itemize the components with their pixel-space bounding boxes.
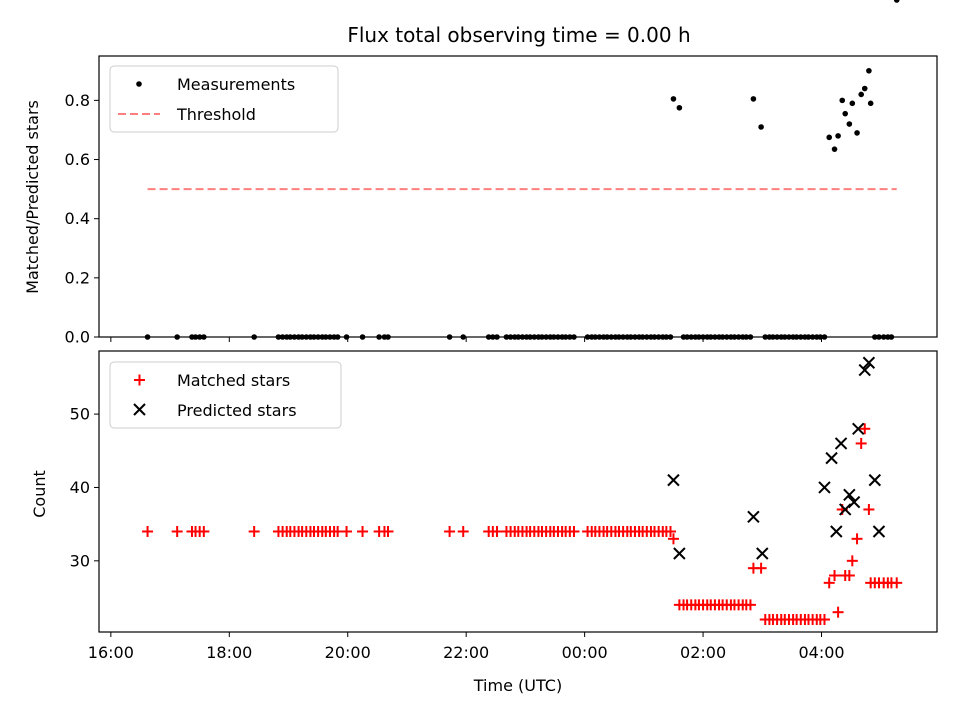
matched-point <box>357 525 369 537</box>
top-panel: Matched/Predicted stars 0.00.20.40.60.8 … <box>23 0 938 347</box>
measurement-point <box>750 96 757 102</box>
chart-title: Flux total observing time = 0.00 h <box>347 23 690 47</box>
matched-point <box>832 606 844 618</box>
predicted-point <box>673 547 686 560</box>
predicted-point <box>838 503 852 516</box>
bottom-xtick-label: 04:00 <box>798 643 844 662</box>
measurement-point <box>826 134 833 141</box>
bottom-xtick-label: 00:00 <box>562 643 608 662</box>
measurement-point <box>835 133 841 139</box>
measurement-point <box>893 0 900 3</box>
predicted-point <box>872 525 886 538</box>
measurement-point <box>846 121 853 127</box>
predicted-point <box>818 481 831 494</box>
predicted-point <box>847 495 861 509</box>
predicted-point <box>830 525 843 538</box>
matched-point <box>142 525 154 537</box>
matched-point <box>843 570 855 582</box>
matched-point <box>863 503 875 515</box>
measurement-point <box>866 67 872 74</box>
predicted-point <box>858 363 871 377</box>
bottom-ytick-label: 50 <box>70 405 90 424</box>
bottom-xlabel: Time (UTC) <box>473 676 562 695</box>
measurement-point <box>758 124 764 130</box>
bottom-xtick-label: 20:00 <box>325 643 371 662</box>
bottom-yticks: 30 40 50 <box>70 405 99 570</box>
matched-point <box>818 614 830 626</box>
matched-point <box>823 577 835 589</box>
bottom-xtick-label: 18:00 <box>206 643 252 662</box>
bottom-plot-frame <box>98 350 938 633</box>
predicted-point <box>862 356 876 369</box>
legend-matched-marker <box>134 374 145 386</box>
legend-predicted-label: Predicted stars <box>177 401 297 420</box>
measurement-point <box>842 110 849 117</box>
top-ytick-label: 0.6 <box>65 150 90 169</box>
predicted-point <box>756 547 769 560</box>
measurement-point <box>849 100 856 107</box>
top-ylabel: Matched/Predicted stars <box>23 100 42 294</box>
measurement-point <box>854 130 860 136</box>
measurement-point <box>861 85 868 92</box>
top-legend: Measurements Threshold <box>109 65 339 133</box>
bottom-xtick-label: 22:00 <box>443 643 489 662</box>
measurement-point <box>831 146 838 152</box>
matched-point <box>744 599 756 611</box>
matched-point <box>891 577 903 589</box>
matched-point <box>248 525 260 537</box>
bottom-legend: Matched stars Predicted stars <box>109 361 342 429</box>
predicted-point <box>825 451 838 465</box>
legend-measurement-marker <box>136 81 142 87</box>
matched-point <box>667 533 679 545</box>
matched-point <box>382 525 394 537</box>
legend-predicted-marker <box>133 403 146 416</box>
matched-point <box>664 525 676 537</box>
bottom-xtick-label: 16:00 <box>88 643 134 662</box>
top-ytick-label: 0.8 <box>65 91 90 110</box>
top-ytick-label: 0.0 <box>65 328 90 347</box>
matched-point <box>851 533 863 545</box>
top-legend-box <box>109 65 339 133</box>
bottom-panel: Count Time (UTC) 30 40 50 16:00 18:00 20:00 2… <box>30 350 938 695</box>
matched-point <box>198 525 210 537</box>
matched-point <box>341 525 353 537</box>
measurement-point <box>670 96 677 102</box>
matched-point <box>171 525 183 537</box>
matched-point <box>755 562 767 574</box>
matched-point <box>846 555 858 567</box>
legend-measurements-label: Measurements <box>177 75 295 94</box>
matched-point <box>491 525 503 537</box>
bottom-xtick-label: 02:00 <box>680 643 726 662</box>
legend-matched-label: Matched stars <box>177 371 290 390</box>
top-ytick-label: 0.4 <box>65 209 90 228</box>
matched-points <box>142 423 903 626</box>
measurement-point <box>839 97 846 104</box>
matched-point <box>859 423 871 435</box>
measurement-point <box>858 91 864 98</box>
bottom-legend-box <box>109 361 342 429</box>
matched-point <box>829 570 841 582</box>
predicted-point <box>852 422 865 435</box>
measurement-point <box>676 104 683 111</box>
predicted-point <box>667 473 680 487</box>
predicted-point <box>868 473 882 487</box>
top-ytick-label: 0.2 <box>65 268 90 287</box>
predicted-points <box>667 356 886 560</box>
bottom-ylabel: Count <box>30 470 49 518</box>
predicted-point <box>834 437 848 450</box>
matched-point <box>568 525 580 537</box>
matched-point <box>457 525 469 537</box>
measurement-point <box>867 100 874 107</box>
bottom-xticks: 16:00 18:00 20:00 22:00 00:00 02:00 04:00 <box>88 632 845 662</box>
bottom-ytick-label: 30 <box>70 551 90 570</box>
predicted-point <box>747 510 760 524</box>
top-yticks: 0.0 0.2 0.4 0.6 0.8 <box>65 91 99 347</box>
matched-point <box>855 437 867 449</box>
predicted-point <box>843 488 856 502</box>
legend-threshold-label: Threshold <box>176 105 256 124</box>
bottom-ytick-label: 40 <box>70 478 90 497</box>
matched-point <box>444 525 456 537</box>
top-plot-frame <box>98 55 938 338</box>
